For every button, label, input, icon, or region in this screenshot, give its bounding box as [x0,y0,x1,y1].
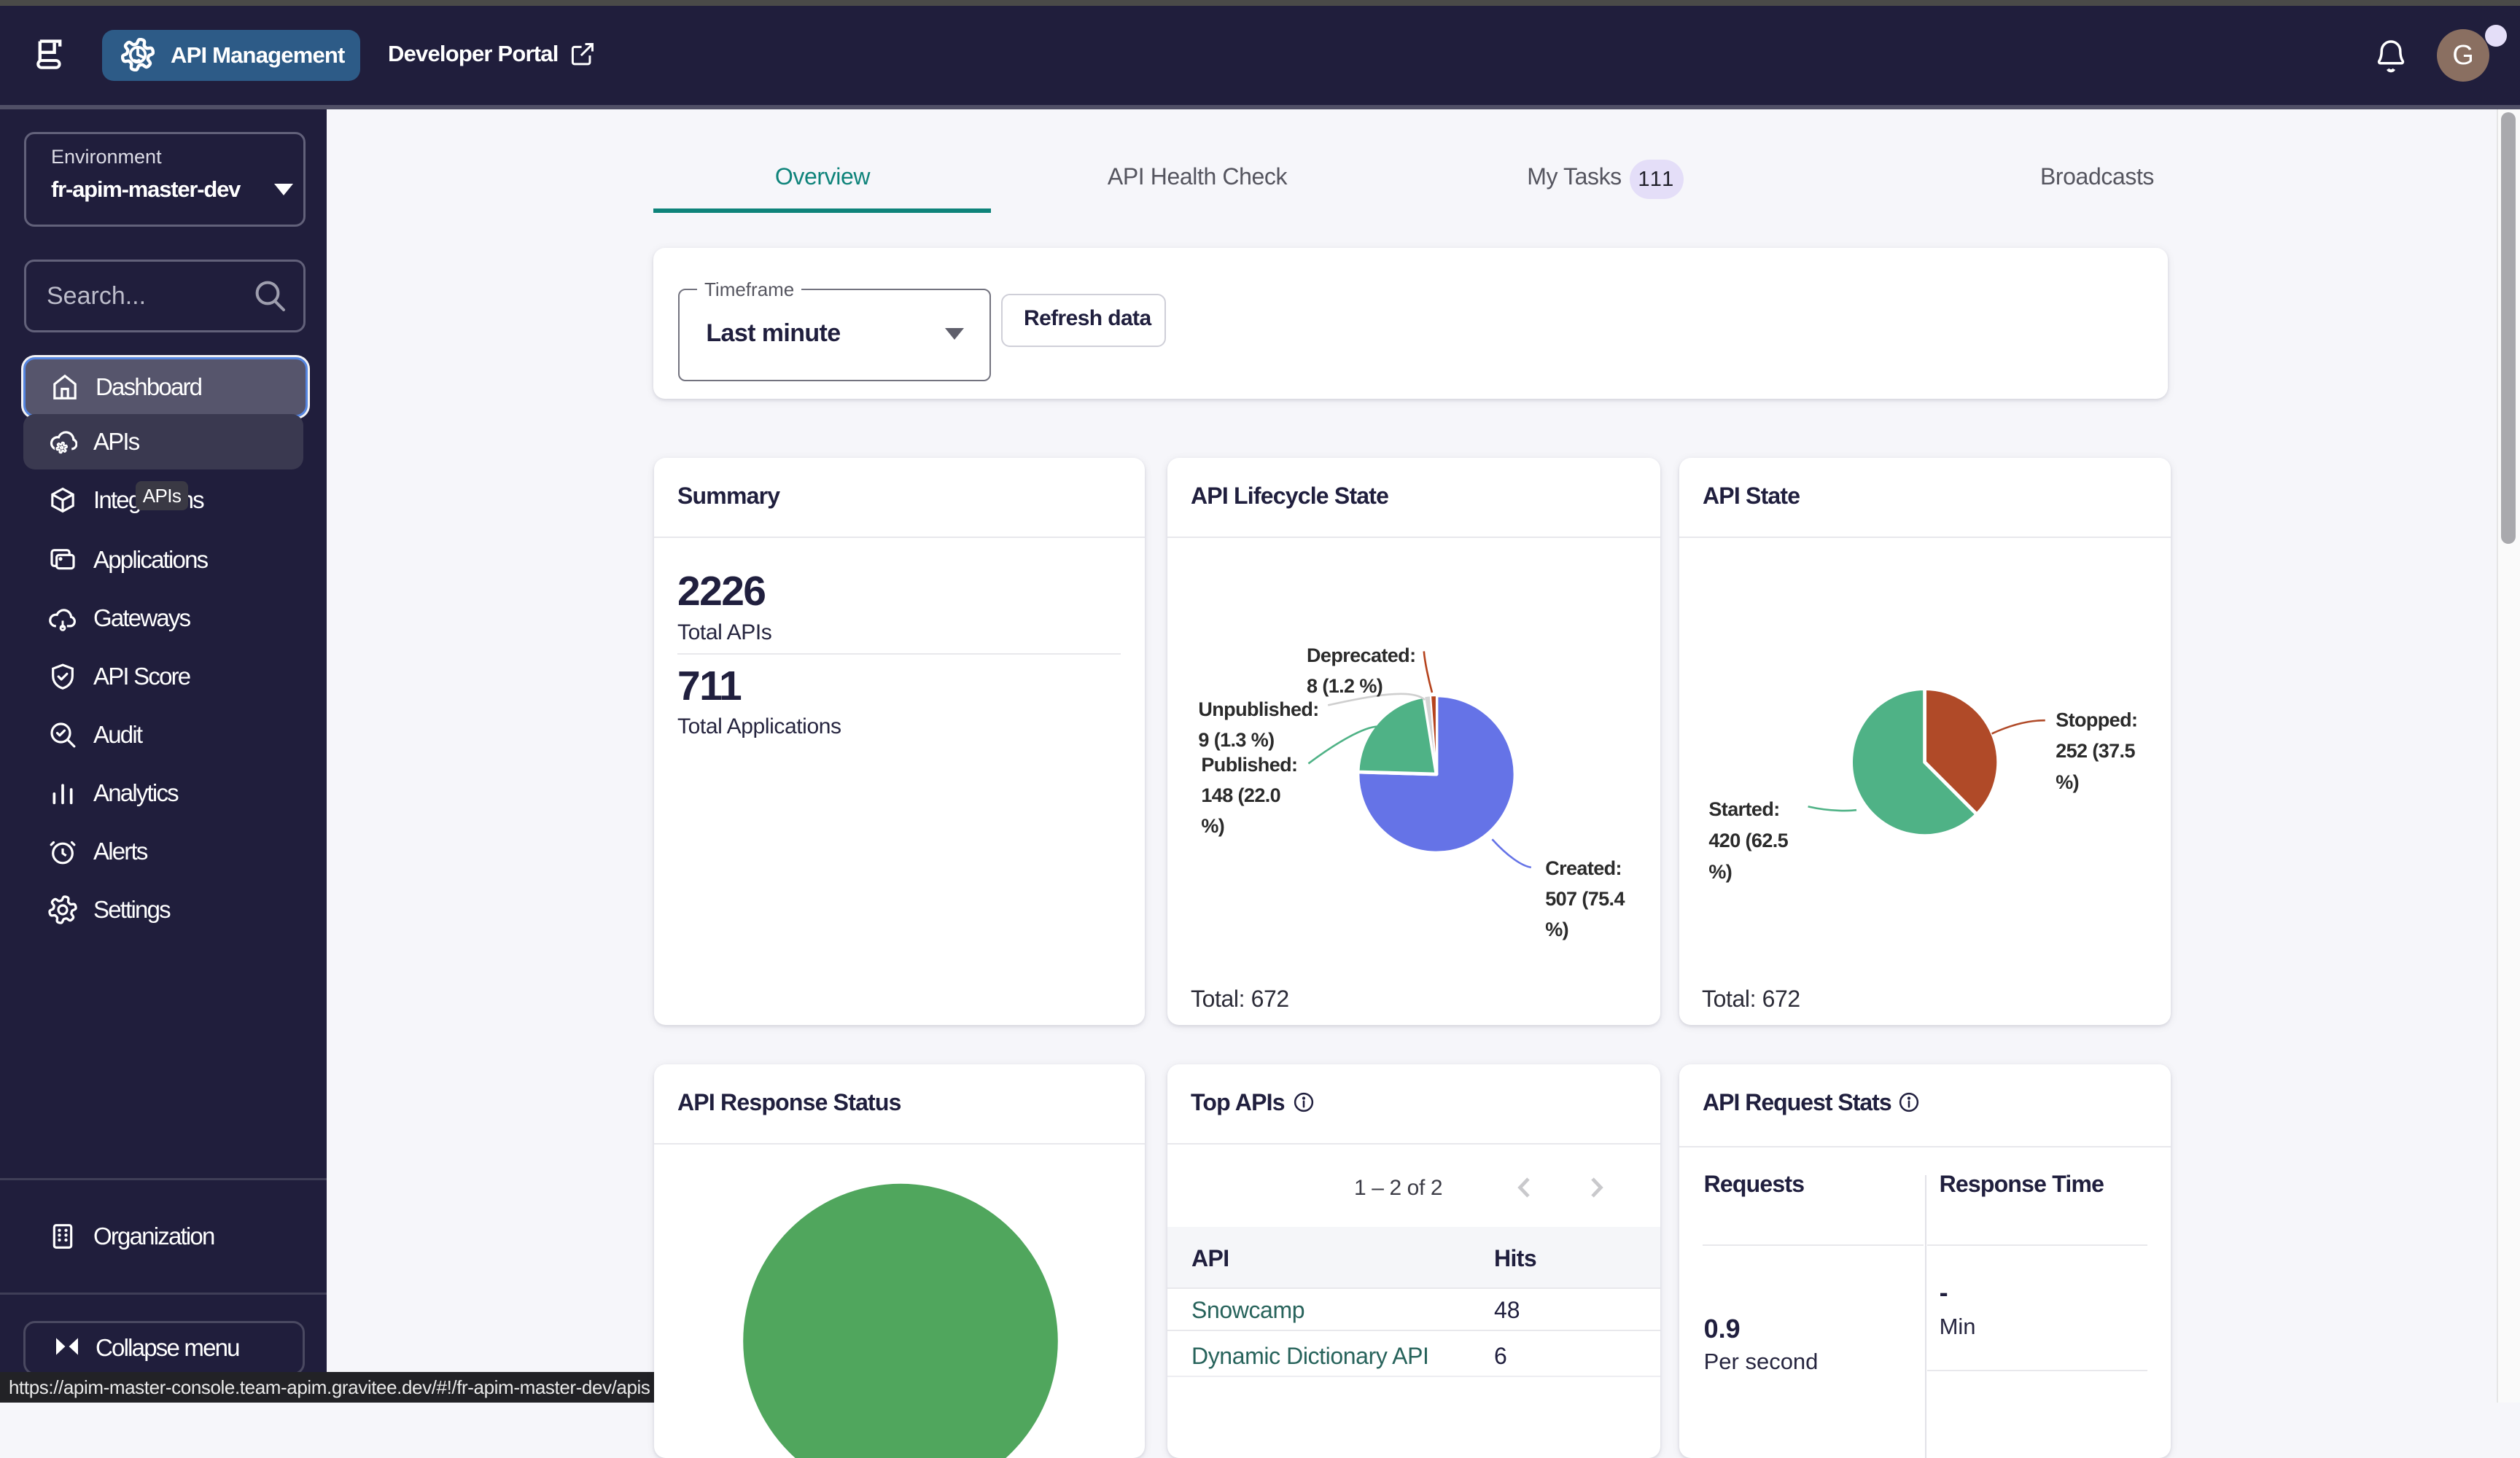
svg-text:148 (22.0: 148 (22.0 [1201,784,1280,806]
svg-text:Created:: Created: [1545,857,1622,879]
svg-text:8 (1.2 %): 8 (1.2 %) [1307,675,1382,697]
svg-text:Deprecated:: Deprecated: [1307,644,1415,666]
svg-text:%): %) [1545,919,1568,940]
svg-text:9 (1.3 %): 9 (1.3 %) [1198,729,1274,751]
svg-text:%): %) [2056,771,2079,793]
svg-text:420 (62.5: 420 (62.5 [1708,830,1788,851]
svg-text:%): %) [1201,815,1224,837]
svg-text:Stopped:: Stopped: [2056,709,2137,730]
svg-text:Unpublished:: Unpublished: [1198,698,1318,720]
svg-text:252 (37.5: 252 (37.5 [2056,740,2135,762]
svg-text:Published:: Published: [1201,754,1297,776]
svg-text:Started:: Started: [1708,798,1779,820]
svg-text:507 (75.4: 507 (75.4 [1545,888,1625,910]
svg-text:%): %) [1708,861,1732,883]
